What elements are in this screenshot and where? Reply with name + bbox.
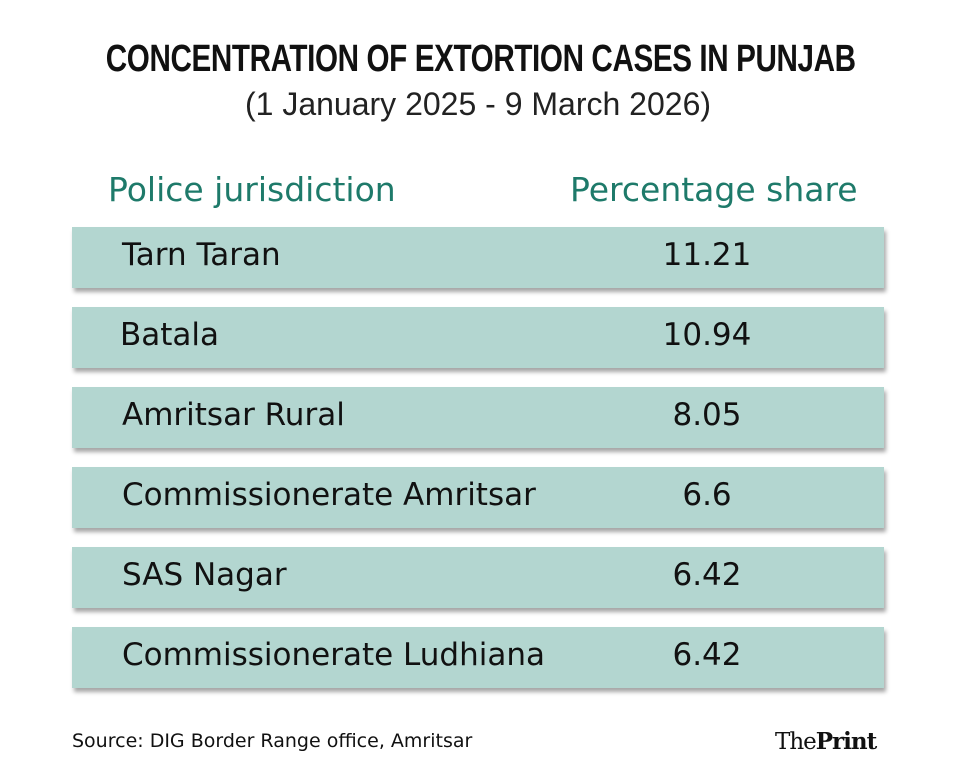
column-header-jurisdiction: Police jurisdiction: [108, 170, 396, 209]
table-row: Commissionerate Ludhiana 6.42: [72, 627, 884, 688]
table-row: SAS Nagar 6.42: [72, 547, 884, 608]
column-header-percentage: Percentage share: [570, 170, 858, 209]
jurisdiction-cell: Tarn Taran: [122, 237, 281, 273]
table-row: Commissionerate Amritsar 6.6: [72, 467, 884, 528]
theprint-logo: ThePrint: [775, 728, 877, 755]
jurisdiction-cell: Batala: [120, 317, 220, 353]
percentage-cell: 11.21: [662, 237, 752, 273]
chart-title: CONCENTRATION OF EXTORTION CASES IN PUNJ…: [105, 38, 856, 80]
percentage-cell: 6.42: [672, 637, 742, 673]
source-note: Source: DIG Border Range office, Amritsa…: [72, 730, 473, 752]
percentage-cell: 10.94: [662, 317, 752, 353]
table-row: Tarn Taran 11.21: [72, 227, 884, 288]
jurisdiction-cell: Commissionerate Ludhiana: [122, 637, 545, 673]
chart-subtitle: (1 January 2025 - 9 March 2026): [244, 86, 712, 122]
jurisdiction-cell: Commissionerate Amritsar: [122, 477, 536, 513]
table-row: Amritsar Rural 8.05: [72, 387, 884, 448]
jurisdiction-cell: Amritsar Rural: [122, 397, 345, 433]
percentage-cell: 6.42: [672, 557, 742, 593]
table-row: Batala 10.94: [72, 307, 884, 368]
jurisdiction-cell: SAS Nagar: [122, 557, 287, 593]
percentage-cell: 8.05: [672, 397, 742, 433]
percentage-cell: 6.6: [682, 477, 732, 513]
